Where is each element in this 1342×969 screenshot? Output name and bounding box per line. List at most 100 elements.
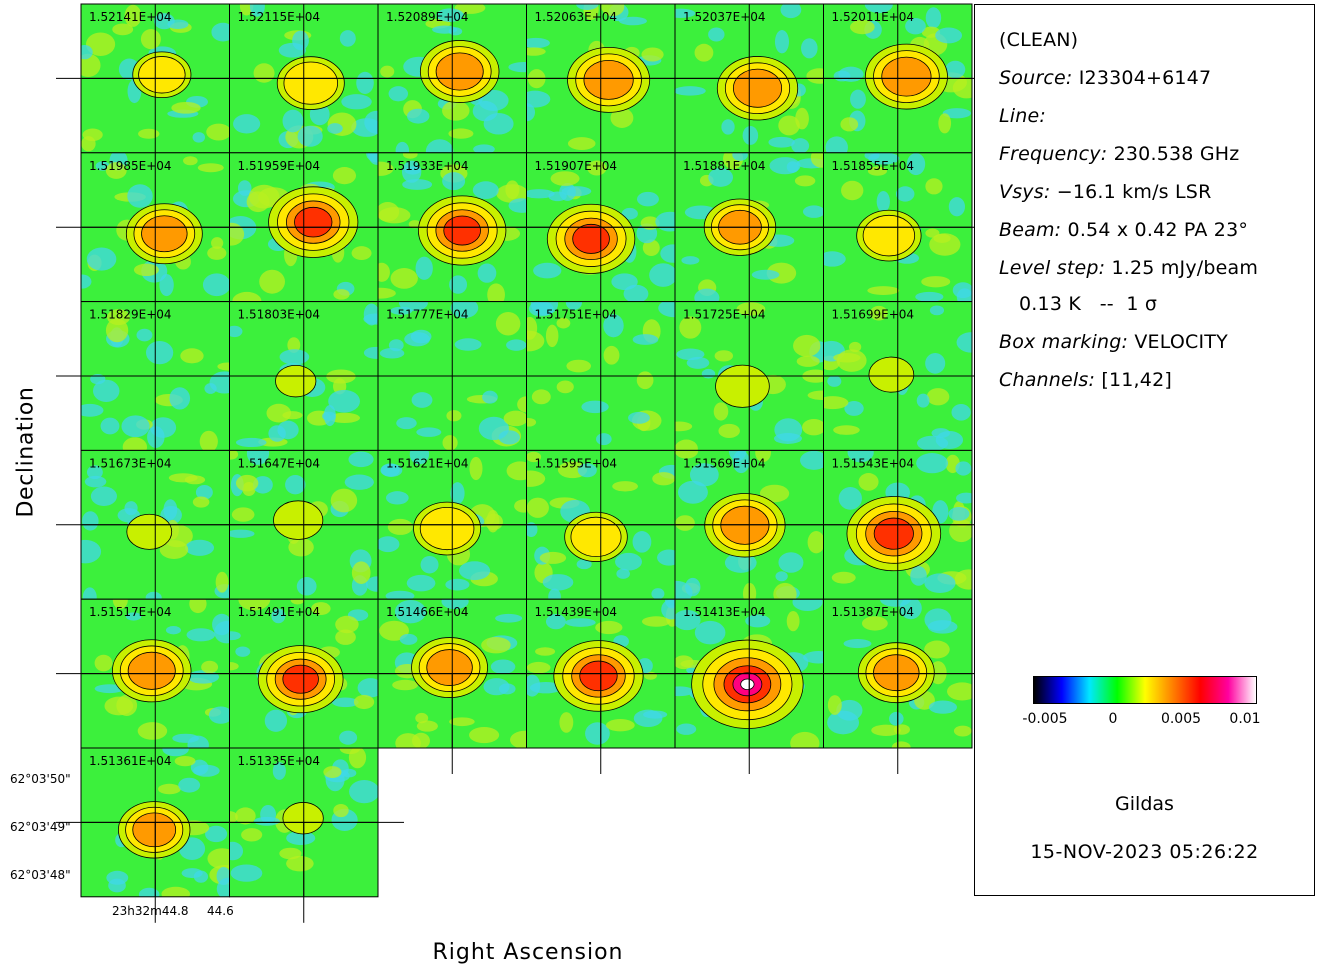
channel-panel: 1.51907E+04 xyxy=(526,152,676,303)
channel-panel: 1.52115E+04 xyxy=(229,3,379,154)
colorbar-gradient xyxy=(1033,676,1257,704)
channel-label: 1.52089E+04 xyxy=(386,10,469,24)
y-axis-label: Declination xyxy=(13,386,39,518)
source-value: I23304+6147 xyxy=(1078,67,1212,89)
dec-tick-label: 62°03'48" xyxy=(10,868,71,882)
channel-panel: 1.51829E+04 xyxy=(80,301,230,451)
channel-label: 1.51777E+04 xyxy=(386,308,469,322)
frequency-key: Frequency: xyxy=(999,143,1108,165)
frequency-value: 230.538 GHz xyxy=(1113,143,1240,165)
vsys-key: Vsys: xyxy=(999,181,1051,203)
level-value: 1.25 mJy/beam xyxy=(1111,257,1259,279)
channel-label: 1.51517E+04 xyxy=(89,605,172,619)
channel-panel: 1.51985E+04 xyxy=(80,152,230,303)
channel-label: 1.51751E+04 xyxy=(535,308,618,322)
channel-panel: 1.51621E+04 xyxy=(377,449,527,600)
channel-label: 1.51491E+04 xyxy=(238,605,321,619)
box-marking-value: VELOCITY xyxy=(1134,331,1228,353)
channel-panel: 1.51335E+04 xyxy=(229,747,379,898)
line-key: Line: xyxy=(999,105,1046,127)
channel-panel: 1.52063E+04 xyxy=(526,3,676,154)
channel-panel: 1.51569E+04 xyxy=(674,449,824,600)
channel-label: 1.51829E+04 xyxy=(89,308,172,322)
level-key: Level step: xyxy=(999,257,1106,279)
channels-key: Channels: xyxy=(999,369,1096,391)
channel-label: 1.51569E+04 xyxy=(683,456,766,470)
channel-label: 1.52063E+04 xyxy=(535,10,618,24)
channel-label: 1.51907E+04 xyxy=(535,159,618,173)
channel-label: 1.51855E+04 xyxy=(832,159,915,173)
vsys-value: −16.1 km/s LSR xyxy=(1056,181,1212,203)
colorbar-tick-label: 0.01 xyxy=(1229,711,1261,727)
box-marking-line: Box marking: VELOCITY xyxy=(999,331,1228,353)
colorbar-tick-label: 0.005 xyxy=(1160,711,1202,727)
channel-panel: 1.51517E+04 xyxy=(80,598,230,749)
beam-value: 0.54 x 0.42 PA 23° xyxy=(1067,219,1249,241)
mode-label: (CLEAN) xyxy=(999,29,1079,51)
channel-panel: 1.51647E+04 xyxy=(229,449,379,600)
source-line: Source: I23304+6147 xyxy=(999,67,1211,89)
channel-label: 1.52011E+04 xyxy=(832,10,915,24)
channel-panel: 1.51543E+04 xyxy=(823,449,973,600)
channel-panel: 1.51725E+04 xyxy=(674,301,824,451)
channel-panel: 1.51777E+04 xyxy=(377,301,527,451)
channels-value: [11,42] xyxy=(1101,369,1172,391)
channel-label: 1.51543E+04 xyxy=(832,456,915,470)
channel-panel: 1.51673E+04 xyxy=(80,449,230,600)
channel-label: 1.51466E+04 xyxy=(386,605,469,619)
channel-panel: 1.52011E+04 xyxy=(823,3,973,154)
channel-panel: 1.51959E+04 xyxy=(229,152,379,303)
dec-tick-label: 62°03'50" xyxy=(10,772,71,786)
channel-label: 1.51647E+04 xyxy=(238,456,321,470)
box-marking-key: Box marking: xyxy=(999,331,1129,353)
channel-panel: 1.51491E+04 xyxy=(229,598,379,749)
channel-panel: 1.51595E+04 xyxy=(526,449,676,600)
channel-label: 1.51933E+04 xyxy=(386,159,469,173)
ra-tick-label: 23h32m44.8 xyxy=(112,904,189,918)
channel-label: 1.51413E+04 xyxy=(683,605,766,619)
channel-panel: 1.51933E+04 xyxy=(377,152,527,303)
channel-label: 1.51985E+04 xyxy=(89,159,172,173)
ra-tick-label: 44.6 xyxy=(207,904,234,918)
level-line-kelvin: 0.13 K -- 1 σ xyxy=(1019,293,1158,315)
vsys-line: Vsys: −16.1 km/s LSR xyxy=(999,181,1211,203)
software-name: Gildas xyxy=(1115,793,1174,815)
x-axis-label: Right Ascension xyxy=(432,940,624,965)
colorbar xyxy=(1033,676,1257,706)
frequency-line: Frequency: 230.538 GHz xyxy=(999,143,1239,165)
channel-panel: 1.51751E+04 xyxy=(526,301,676,451)
channel-panel: 1.51439E+04 xyxy=(526,598,676,749)
channel-label: 1.51387E+04 xyxy=(832,605,915,619)
channel-panel: 1.52089E+04 xyxy=(377,3,527,154)
channel-label: 1.51881E+04 xyxy=(683,159,766,173)
channel-label: 1.51595E+04 xyxy=(535,456,618,470)
channel-label: 1.51673E+04 xyxy=(89,456,172,470)
channel-label: 1.51959E+04 xyxy=(238,159,321,173)
channel-label: 1.51621E+04 xyxy=(386,456,469,470)
channel-label: 1.52115E+04 xyxy=(238,10,321,24)
level-line: Level step: 1.25 mJy/beam xyxy=(999,257,1258,279)
colorbar-tick-label: -0.005 xyxy=(1022,711,1068,727)
channel-panel: 1.51855E+04 xyxy=(823,152,973,303)
channel-label: 1.51725E+04 xyxy=(683,308,766,322)
channel-label: 1.51361E+04 xyxy=(89,754,172,768)
info-panel: (CLEAN) Source: I23304+6147 Line: Freque… xyxy=(974,4,1315,896)
crosshair-lines xyxy=(56,77,1000,923)
beam-line: Beam: 0.54 x 0.42 PA 23° xyxy=(999,219,1248,241)
channel-panel: 1.52037E+04 xyxy=(674,3,824,154)
line-line: Line: xyxy=(999,105,1046,127)
dec-tick-label: 62°03'49" xyxy=(10,820,71,834)
colorbar-tick-label: 0 xyxy=(1108,711,1118,727)
channel-panel: 1.51387E+04 xyxy=(823,598,973,749)
channel-label: 1.51699E+04 xyxy=(832,308,915,322)
channel-label: 1.51439E+04 xyxy=(535,605,618,619)
channel-label: 1.52037E+04 xyxy=(683,10,766,24)
channel-label: 1.51335E+04 xyxy=(238,754,321,768)
source-key: Source: xyxy=(999,67,1073,89)
channel-label: 1.51803E+04 xyxy=(238,308,321,322)
channels-line: Channels: [11,42] xyxy=(999,369,1172,391)
beam-key: Beam: xyxy=(999,219,1062,241)
datestamp: 15-NOV-2023 05:26:22 xyxy=(1030,841,1259,863)
channel-label: 1.52141E+04 xyxy=(89,10,172,24)
